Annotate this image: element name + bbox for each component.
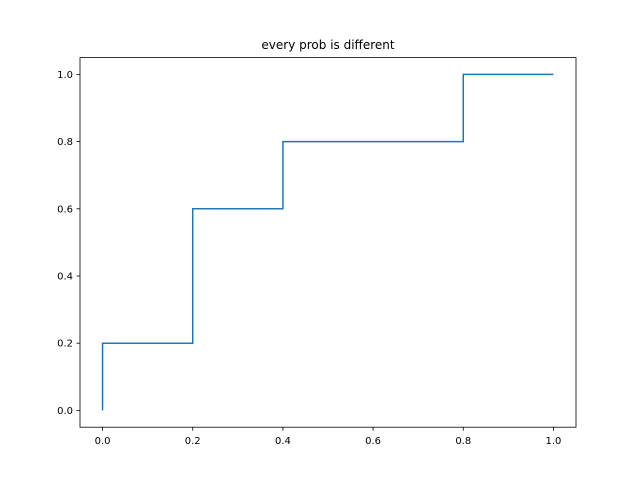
axes-frame (79, 57, 577, 428)
x-tick-label: 0.8 (455, 436, 471, 447)
y-tick-label: 0.4 (57, 272, 73, 283)
x-tick-label: 0.0 (95, 436, 111, 447)
y-tick-label: 0.6 (57, 204, 73, 215)
x-tick-label: 0.6 (365, 436, 381, 447)
x-tick-label: 0.4 (275, 436, 291, 447)
y-axis: 0.0 0.2 0.4 0.6 0.8 1.0 (57, 70, 80, 417)
y-tick-label: 1.0 (57, 70, 73, 81)
y-tick-label: 0.0 (57, 406, 73, 417)
y-tick-label: 0.8 (57, 137, 73, 148)
chart-title: every prob is different (261, 38, 394, 52)
series-line-1 (101, 73, 554, 411)
plot-area (101, 73, 554, 411)
x-tick-label: 1.0 (546, 436, 562, 447)
x-axis: 0.0 0.2 0.4 0.6 0.8 1.0 (95, 427, 562, 447)
x-tick-label: 0.2 (185, 436, 201, 447)
y-tick-label: 0.2 (57, 339, 73, 350)
